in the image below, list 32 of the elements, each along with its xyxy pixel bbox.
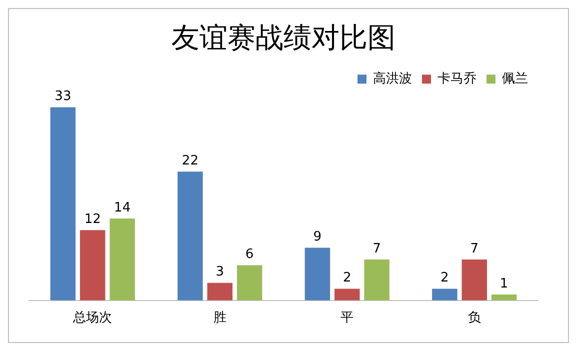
x-tick-label: 总场次 [72, 310, 112, 326]
data-label: 3 [216, 264, 224, 280]
data-label: 6 [245, 247, 254, 262]
bar [110, 218, 135, 300]
bar [462, 259, 487, 300]
bar [80, 230, 106, 300]
data-label: 33 [54, 89, 72, 104]
chart-title: 友谊赛战绩对比图 [172, 21, 396, 54]
bar [304, 248, 330, 300]
bar [491, 294, 517, 300]
data-label: 7 [470, 241, 479, 256]
bar [236, 265, 262, 300]
legend-label: 卡马乔 [438, 71, 476, 86]
x-tick-label: 平 [340, 310, 354, 326]
data-label: 9 [313, 230, 322, 245]
data-label: 7 [372, 241, 381, 256]
bar [364, 259, 390, 300]
data-label: 2 [440, 270, 449, 286]
x-tick-label: 胜 [213, 310, 226, 326]
data-label: 12 [84, 212, 101, 228]
legend-label: 高洪波 [373, 70, 412, 86]
bar [207, 282, 232, 300]
data-label: 22 [182, 154, 198, 169]
bar [50, 107, 76, 300]
data-label: 1 [500, 276, 508, 292]
data-label: 2 [342, 270, 352, 286]
bar [178, 172, 203, 300]
bar [334, 288, 360, 300]
bar [432, 288, 458, 300]
x-tick-label: 负 [468, 310, 481, 326]
data-label: 14 [114, 200, 131, 216]
legend-label: 佩兰 [502, 71, 528, 86]
